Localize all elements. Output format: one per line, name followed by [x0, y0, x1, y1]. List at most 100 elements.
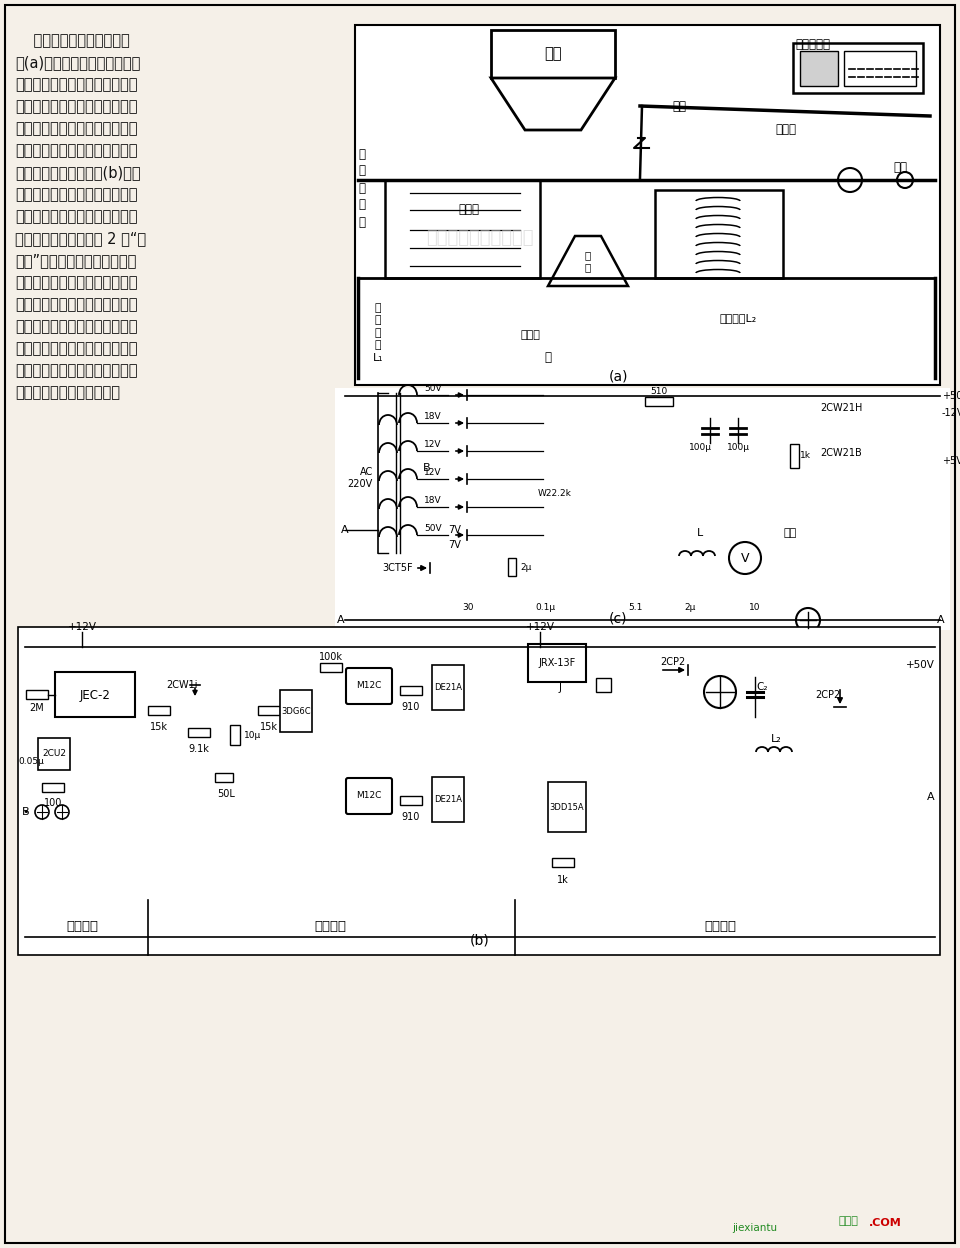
Bar	[491, 30, 615, 77]
Text: 2CW1i: 2CW1i	[166, 680, 198, 690]
Bar	[800, 51, 838, 86]
Text: 2μ: 2μ	[520, 563, 532, 572]
Text: 料仓: 料仓	[544, 46, 562, 61]
Bar	[645, 397, 673, 406]
Text: 12V: 12V	[424, 441, 442, 449]
Text: 光源，又开始下一个循环。: 光源，又开始下一个循环。	[15, 384, 120, 401]
Bar	[280, 690, 312, 733]
Text: 料斗向下拉，料斗上的 2 只“小: 料斗向下拉，料斗上的 2 只“小	[15, 231, 146, 246]
Bar	[355, 25, 940, 384]
Text: 电
磁
线
圈
L₁: 电 磁 线 圈 L₁	[372, 303, 383, 363]
Text: 桔线图: 桔线图	[838, 1216, 858, 1226]
Text: 100μ: 100μ	[727, 443, 750, 452]
Bar	[258, 706, 280, 715]
Text: J: J	[559, 683, 562, 693]
Bar	[596, 678, 611, 691]
Circle shape	[729, 542, 761, 574]
Text: 7V: 7V	[448, 525, 462, 535]
Text: 510: 510	[650, 387, 667, 396]
Bar	[655, 190, 783, 278]
Text: 15k: 15k	[260, 723, 278, 733]
Text: 自动控制线路开始动作(b)，控: 自动控制线路开始动作(b)，控	[15, 165, 140, 180]
Text: .COM: .COM	[869, 1218, 901, 1228]
Circle shape	[897, 172, 913, 188]
Text: 重量达到规定时，称量机构的尾: 重量达到规定时，称量机构的尾	[15, 99, 137, 114]
Text: 10μ: 10μ	[244, 730, 261, 740]
Text: •: •	[22, 807, 29, 817]
Text: 50V: 50V	[424, 384, 442, 393]
Text: A: A	[937, 615, 945, 625]
Text: 2μ: 2μ	[684, 603, 696, 612]
Text: 5.1: 5.1	[628, 603, 642, 612]
Text: 控制箱内的延时电路开始工作。: 控制箱内的延时电路开始工作。	[15, 297, 137, 312]
Text: 执行机构: 执行机构	[704, 921, 736, 934]
Text: 100k: 100k	[319, 651, 343, 661]
Text: 0.1μ: 0.1μ	[535, 603, 555, 612]
Text: 电磁线圈L₂: 电磁线圈L₂	[719, 313, 756, 323]
Text: M12C: M12C	[356, 791, 382, 800]
Text: 2CU2: 2CU2	[42, 750, 66, 759]
Text: 电珠: 电珠	[893, 161, 907, 173]
Text: A: A	[927, 792, 935, 802]
Text: 光电管: 光电管	[775, 124, 796, 136]
Text: L: L	[697, 528, 703, 538]
Text: 均匀地送入称料斗内，当物体的: 均匀地送入称料斗内，当物体的	[15, 77, 137, 92]
Text: 力恢复到原来位置，遮光板遮断: 力恢复到原来位置，遮光板遮断	[15, 363, 137, 378]
Text: (b): (b)	[470, 934, 490, 947]
Text: +12V: +12V	[525, 622, 555, 631]
Text: AC
220V: AC 220V	[348, 467, 373, 489]
Text: 光电转换: 光电转换	[66, 921, 98, 934]
Bar	[215, 773, 233, 782]
Circle shape	[796, 608, 820, 631]
Text: 发出的光照射到光敏二极管上，: 发出的光照射到光敏二极管上，	[15, 144, 137, 158]
Text: jiexiantu: jiexiantu	[732, 1223, 778, 1233]
Text: 2CW21H: 2CW21H	[820, 403, 862, 413]
Text: 18V: 18V	[424, 495, 442, 505]
Text: JEC-2: JEC-2	[80, 689, 110, 701]
Bar	[432, 778, 464, 822]
Text: W22.2k: W22.2k	[538, 489, 572, 498]
Bar	[432, 665, 464, 710]
Text: 2M: 2M	[30, 703, 44, 713]
Text: 0.05μ: 0.05μ	[18, 758, 44, 766]
Text: 9.1k: 9.1k	[188, 744, 209, 754]
Text: 100: 100	[44, 797, 62, 807]
Text: 料
斗: 料 斗	[585, 250, 591, 272]
Polygon shape	[548, 236, 628, 286]
Text: 2CP2: 2CP2	[660, 656, 685, 666]
Text: 槽(a)，由于电磁振动使烟斗丝: 槽(a)，由于电磁振动使烟斗丝	[15, 55, 140, 70]
Bar	[230, 725, 240, 745]
Text: 2CW21B: 2CW21B	[820, 448, 862, 458]
Bar	[552, 859, 574, 867]
Text: 板弹簧: 板弹簧	[458, 203, 479, 216]
Text: 开卸料。在尾部遮光板移开时，: 开卸料。在尾部遮光板移开时，	[15, 275, 137, 290]
Text: 物料从料仓进入电磁振动: 物料从料仓进入电磁振动	[15, 32, 130, 47]
Text: M12C: M12C	[356, 681, 382, 690]
Text: +12V: +12V	[67, 622, 97, 631]
Bar	[844, 51, 916, 86]
Text: +50V: +50V	[942, 391, 960, 401]
Bar	[385, 180, 540, 278]
Text: 50V: 50V	[424, 524, 442, 533]
Bar	[335, 388, 950, 630]
Bar	[508, 558, 516, 577]
Circle shape	[704, 676, 736, 708]
Text: 1k: 1k	[557, 875, 569, 885]
Bar	[42, 782, 64, 792]
Text: 100μ: 100μ	[688, 443, 711, 452]
Text: B: B	[423, 463, 431, 473]
Text: 袋: 袋	[544, 351, 551, 364]
Text: A: A	[341, 525, 348, 535]
Text: 10: 10	[749, 603, 760, 612]
Text: 2CP2: 2CP2	[815, 690, 840, 700]
Text: 当延时达到给定时间时，电磁铁: 当延时达到给定时间时，电磁铁	[15, 319, 137, 334]
Bar	[793, 42, 923, 94]
Text: -12V: -12V	[942, 408, 960, 418]
Circle shape	[55, 805, 69, 819]
Text: (a): (a)	[609, 369, 628, 383]
FancyBboxPatch shape	[346, 668, 392, 704]
Text: 电子控制箱: 电子控制箱	[795, 37, 830, 51]
Text: 18V: 18V	[424, 412, 442, 421]
Bar	[400, 686, 422, 695]
Text: B: B	[22, 807, 30, 817]
